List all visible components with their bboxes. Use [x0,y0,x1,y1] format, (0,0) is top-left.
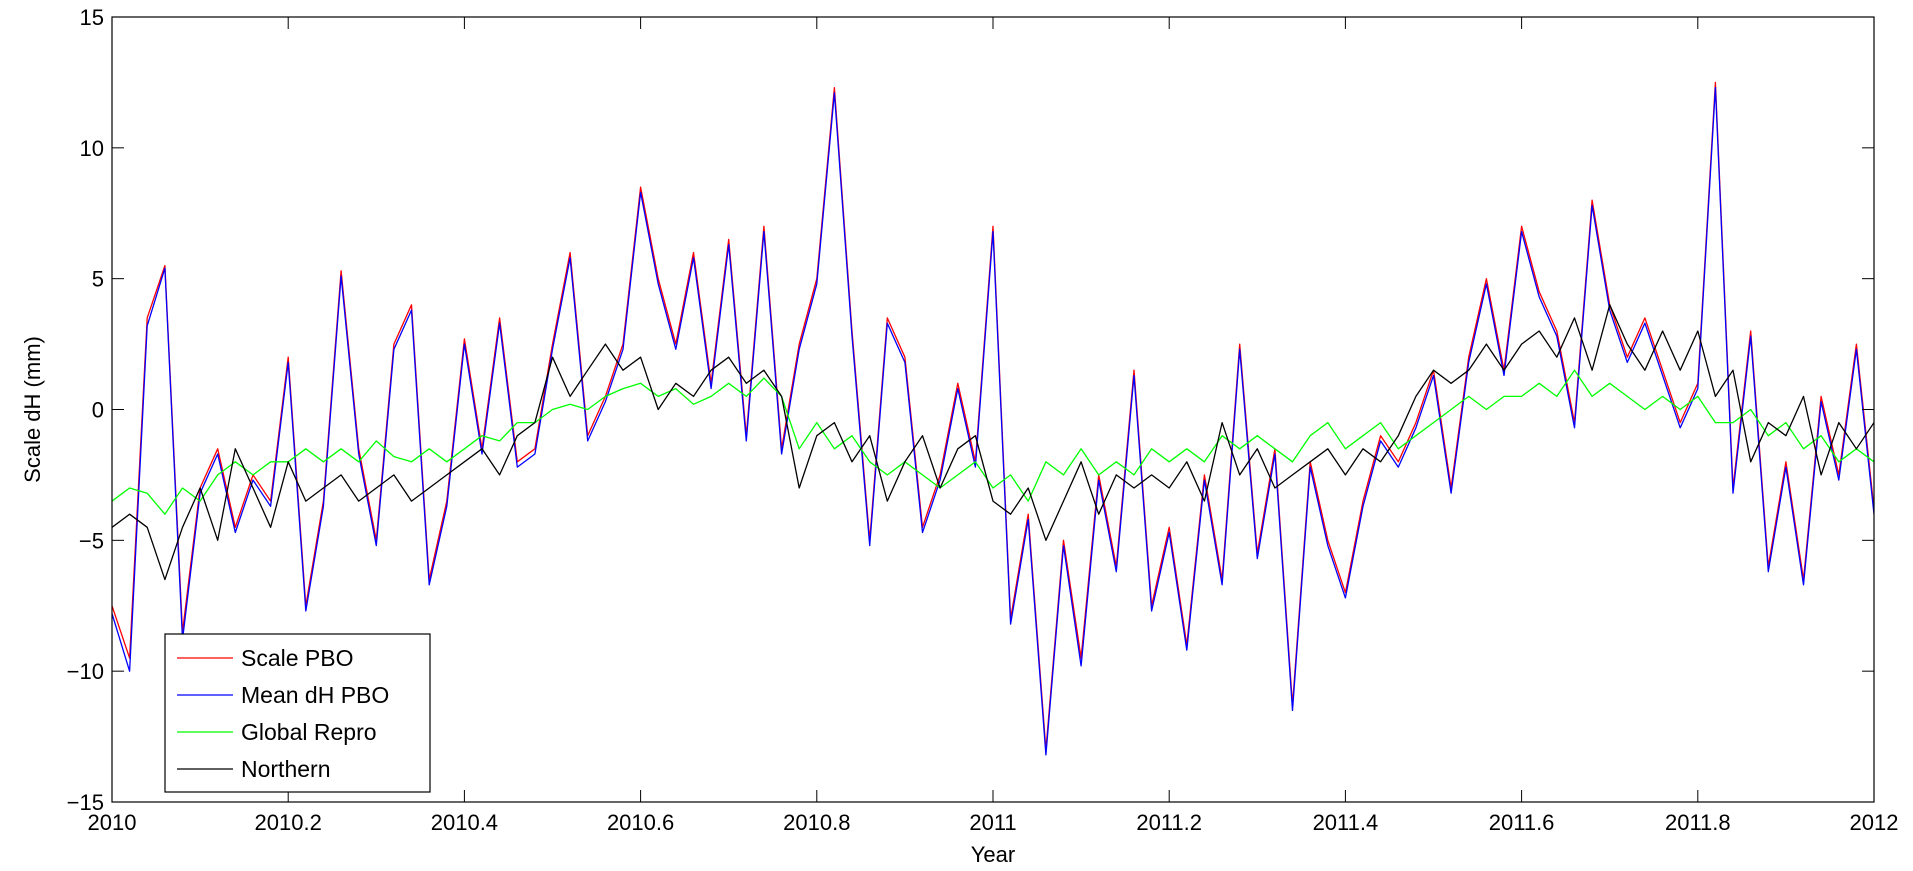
series-line-northern [112,304,1874,581]
y-tick-label: −15 [67,790,104,815]
x-tick-label: 2011.4 [1313,810,1379,835]
x-tick-label: 2010 [88,810,137,835]
x-tick-label: 2011.2 [1136,810,1202,835]
y-tick-label: 5 [92,267,104,292]
axes: 2010 2010.2 2010.4 2010.6 2010.8 2011 2011.2 20… [20,5,1899,867]
y-tick-label: 15 [80,5,104,30]
x-tick-label: 2011.6 [1489,810,1555,835]
y-tick-label: 0 [92,398,104,423]
legend-label-northern: Northern [241,756,330,782]
x-tick-label: 2011 [969,810,1016,835]
legend: Scale PBO Mean dH PBO Global Repro Northern [164,633,431,793]
x-tick-label: 2010.8 [783,810,850,835]
legend-label-global-repro: Global Repro [241,719,377,745]
x-tick-label: 2010.4 [431,810,498,835]
y-tick-label: 10 [80,136,104,161]
x-tick-label: 2012 [1850,810,1899,835]
x-tick-label: 2010.2 [255,810,322,835]
x-axis-label: Year [971,842,1015,866]
plot-area [112,81,1874,756]
y-tick-label: −10 [67,659,104,684]
x-tick-label: 2011.8 [1665,810,1731,835]
x-tick-label: 2010.6 [607,810,674,835]
legend-label-scale-pbo: Scale PBO [241,645,354,671]
y-tick-label: −5 [79,528,104,553]
legend-label-mean-dh-pbo: Mean dH PBO [241,682,389,708]
y-axis-label: Scale dH (mm) [20,336,45,483]
series-line-mean-dh-pbo [112,86,1874,756]
series-line-global-repro [112,369,1874,515]
legend-box [164,633,431,793]
